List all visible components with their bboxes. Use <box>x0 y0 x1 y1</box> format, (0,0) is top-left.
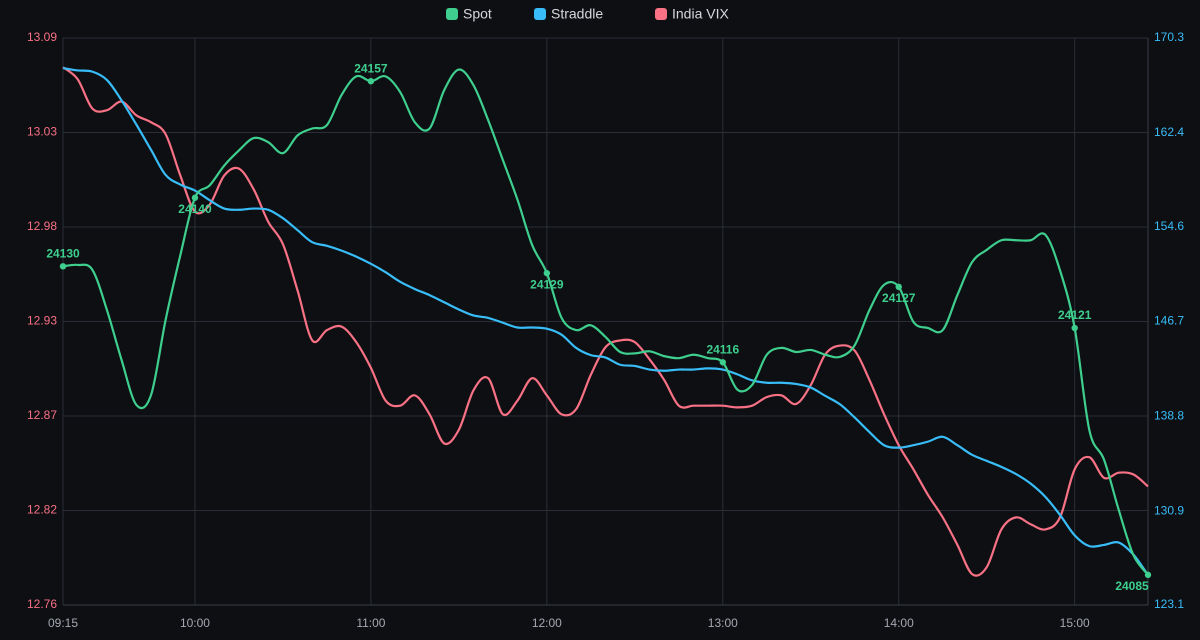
y-tick-label: 12.87 <box>27 408 57 422</box>
x-tick-label: 14:00 <box>884 616 914 630</box>
x-tick-label: 10:00 <box>180 616 210 630</box>
x-tick-label: 12:00 <box>532 616 562 630</box>
legend-swatch <box>534 8 546 20</box>
y2-tick-label: 170.3 <box>1154 30 1184 44</box>
y2-tick-label: 130.9 <box>1154 503 1184 517</box>
y2-tick-label: 146.7 <box>1154 314 1184 328</box>
legend-item[interactable]: Straddle <box>534 6 603 22</box>
data-point <box>1071 324 1078 332</box>
y-tick-label: 12.93 <box>27 314 57 328</box>
x-tick-label: 11:00 <box>356 616 385 630</box>
y2-tick-label: 162.4 <box>1154 125 1184 139</box>
y-tick-label: 12.82 <box>27 503 57 517</box>
legend-swatch <box>446 8 458 20</box>
y2-tick-label: 138.8 <box>1154 409 1184 423</box>
legend-item[interactable]: India VIX <box>655 6 729 22</box>
x-tick-label: 13:00 <box>708 616 738 630</box>
series-line <box>62 68 1149 576</box>
data-label: 24129 <box>530 277 564 291</box>
legend-label: Straddle <box>551 6 603 22</box>
data-point <box>719 359 726 366</box>
data-label: 24130 <box>46 246 80 260</box>
data-label: 24121 <box>1058 308 1092 322</box>
series-line <box>62 66 1149 577</box>
y-tick-label: 12.76 <box>27 597 57 611</box>
data-point <box>367 77 375 85</box>
y2-tick-label: 154.6 <box>1154 219 1184 233</box>
y-tick-label: 13.03 <box>27 125 57 139</box>
data-point <box>191 194 199 201</box>
data-label: 24140 <box>178 202 212 216</box>
legend-item[interactable]: Spot <box>446 6 492 22</box>
data-point <box>59 263 67 270</box>
data-point <box>1144 571 1152 579</box>
y2-tick-label: 123.1 <box>1154 597 1184 611</box>
data-label: 24116 <box>706 342 739 356</box>
data-label: 24127 <box>882 291 916 305</box>
y-tick-label: 13.09 <box>27 30 57 44</box>
x-tick-label: 09:15 <box>48 616 78 630</box>
x-tick-label: 15:00 <box>1060 616 1090 630</box>
legend-label: India VIX <box>672 6 729 22</box>
series-line <box>62 66 1149 576</box>
data-point <box>895 283 902 291</box>
data-label: 24157 <box>354 61 388 75</box>
legend-label: Spot <box>463 6 492 22</box>
y-tick-label: 12.98 <box>27 219 57 233</box>
data-label: 24085 <box>1115 579 1149 593</box>
legend-swatch <box>655 8 667 20</box>
data-point <box>543 269 551 277</box>
